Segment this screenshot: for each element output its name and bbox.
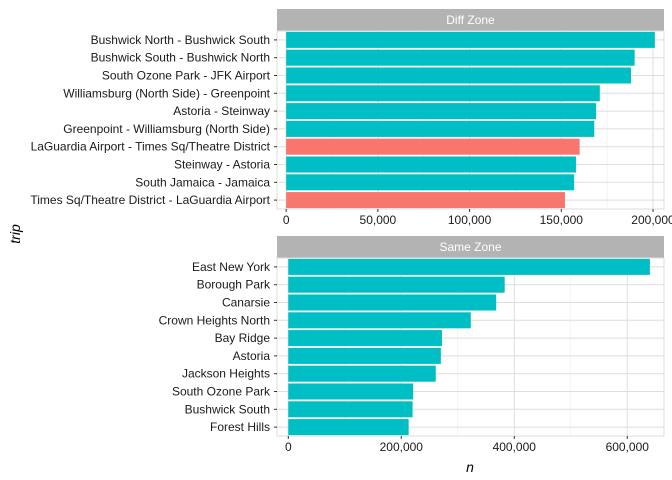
bar (288, 401, 413, 418)
category-label: Bushwick South (185, 402, 270, 416)
category-label: Forest Hills (210, 420, 270, 434)
bar (286, 103, 597, 120)
bar (288, 276, 505, 293)
x-tick-label: 200,000 (631, 213, 672, 227)
category-label: South Ozone Park (172, 385, 271, 399)
category-label: Canarsie (222, 296, 270, 310)
bar (288, 330, 442, 347)
facet-strip (277, 9, 664, 31)
category-label: South Jamaica - Jamaica (135, 175, 270, 189)
category-label: South Ozone Park - JFK Airport (102, 69, 271, 83)
category-label: Williamsburg (North Side) - Greenpoint (63, 86, 270, 100)
facet-strip-label: Diff Zone (446, 13, 495, 27)
bar (286, 85, 600, 102)
category-label: Greenpoint - Williamsburg (North Side) (63, 122, 270, 136)
bar (288, 312, 471, 329)
category-label: Times Sq/Theatre District - LaGuardia Ai… (30, 193, 270, 207)
facet-strip-label: Same Zone (439, 240, 501, 254)
bar (286, 174, 575, 191)
x-tick-label: 600,000 (606, 440, 650, 454)
x-tick-label: 100,000 (448, 213, 492, 227)
category-label: Steinway - Astoria (174, 158, 270, 172)
category-label: Bushwick North - Bushwick South (91, 33, 270, 47)
bar (286, 138, 580, 155)
y-axis-title: trip (7, 224, 23, 244)
bar (286, 192, 565, 209)
category-label: East New York (192, 260, 271, 274)
x-tick-label: 0 (285, 440, 292, 454)
x-axis-title: n (466, 459, 474, 475)
bar (286, 156, 576, 173)
bar (288, 419, 409, 436)
category-label: Astoria - Steinway (173, 104, 270, 118)
panel-same-zone: Same Zone 0 200,000 400,000 600,000 East New … (159, 236, 665, 454)
category-label: Jackson Heights (182, 367, 270, 381)
bar (288, 383, 414, 400)
bar (288, 347, 441, 364)
category-label: Crown Heights North (159, 313, 270, 327)
bar (288, 294, 497, 311)
bar (286, 49, 635, 66)
category-label: Bay Ridge (215, 331, 271, 345)
category-label: Astoria (233, 349, 271, 363)
x-tick-label: 150,000 (540, 213, 584, 227)
bar (286, 67, 631, 84)
bar (288, 365, 436, 382)
x-tick-label: 50,000 (360, 213, 397, 227)
category-label: Borough Park (197, 278, 271, 292)
panel-diff-zone: Diff Zone 0 50,000 100,000 150,000 200,000 Bus… (30, 9, 672, 227)
bar (288, 258, 650, 275)
x-tick-label: 0 (283, 213, 290, 227)
category-label: LaGuardia Airport - Times Sq/Theatre Dis… (31, 140, 271, 154)
x-tick-label: 200,000 (380, 440, 424, 454)
bar (286, 31, 655, 48)
category-label: Bushwick South - Bushwick North (91, 51, 270, 65)
bar (286, 120, 595, 137)
x-tick-label: 400,000 (493, 440, 537, 454)
facet-strip (277, 236, 664, 258)
